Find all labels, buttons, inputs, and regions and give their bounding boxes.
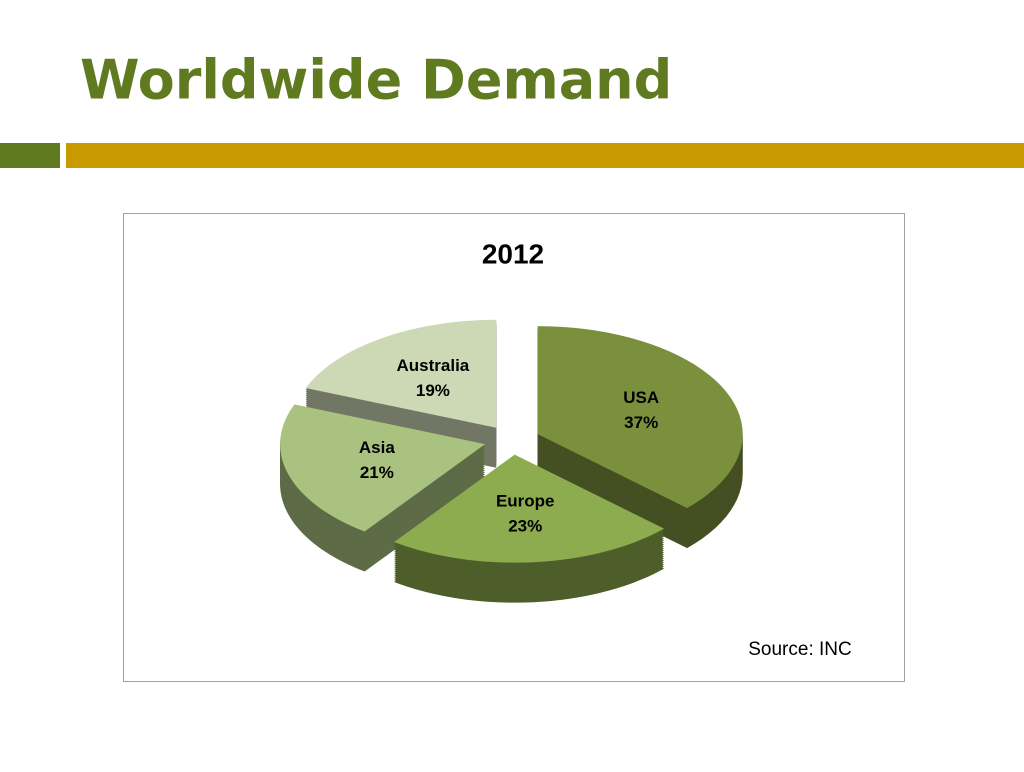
source-note: Source: INC — [748, 639, 851, 660]
value-label: 23% — [508, 516, 542, 535]
slice — [280, 404, 486, 532]
accent-bar — [0, 143, 60, 168]
chart-frame — [123, 213, 905, 682]
slice-label: Asia — [359, 438, 395, 457]
slice-label: Australia — [397, 356, 470, 375]
slice-label: USA — [623, 388, 659, 407]
value-label: 19% — [416, 381, 450, 400]
slice — [394, 454, 665, 563]
accent-bar — [66, 143, 1024, 168]
value-label: 21% — [360, 463, 394, 482]
value-label: 37% — [624, 413, 658, 432]
pie: USA 37% Europe 23% Asia 21% Australia 19% — [280, 319, 743, 603]
slice — [305, 319, 497, 428]
slide-title: Worldwide Demand — [80, 49, 672, 112]
slice — [537, 326, 743, 509]
chart-title: 2012 — [482, 238, 544, 269]
slice-label: Europe — [496, 491, 555, 510]
